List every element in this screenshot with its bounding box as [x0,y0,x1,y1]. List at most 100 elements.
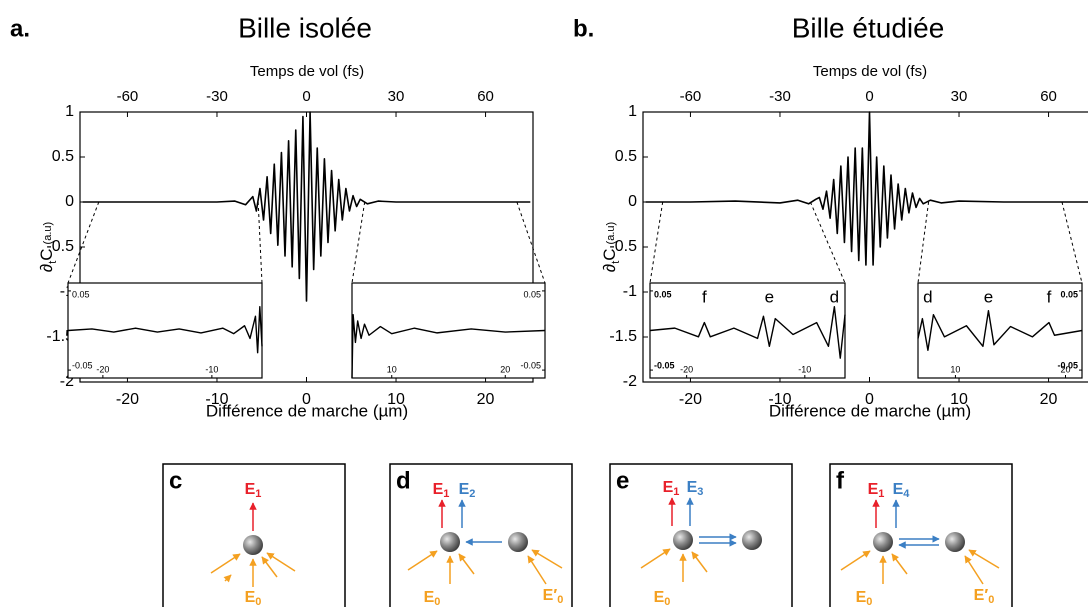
y-axis-label-part: (a.u) [42,222,54,245]
inset-x-tick-label: 20 [500,364,510,374]
panel-label: a. [10,15,30,42]
field-label-sub: 0 [664,596,670,607]
x-axis-label: Différence de marche (µm) [769,401,971,420]
zoom-guide [809,201,846,284]
field-label: E1 [433,481,450,500]
y-tick-label: 1 [65,103,74,120]
field-label-sub: 0 [557,594,563,606]
field-label-main: E [433,481,444,498]
diagram-frame [389,463,573,607]
field-label: E1 [868,481,885,500]
y-axis-label: ∂tC (a.u) [600,222,621,272]
field-label: E0 [424,589,441,607]
field-label-sub: 4 [903,488,910,500]
y-axis-label-part: (a.u) [605,222,617,245]
field-label-main: E [459,481,470,498]
inset-y-tick-label: 0.05 [654,289,672,299]
incident-arrow [458,553,475,575]
inset-annotation: f [1047,287,1052,306]
field-label: E0 [856,589,873,607]
x-tick-label: 0 [865,391,874,408]
x2-tick-label: 0 [302,88,310,105]
inset-annotation: e [765,287,774,306]
field-label-main: E′ [974,587,989,604]
incident-arrow [840,550,871,571]
field-label-sub: 0 [255,596,261,607]
zoom-guide [67,201,100,284]
x-tick-label: 10 [950,391,968,408]
y-axis-label-part: t [47,261,59,264]
y-tick-label: 0.5 [52,148,74,165]
x2-tick-label: 0 [865,88,873,105]
incident-arrow [527,555,547,585]
diagram-frame [609,463,793,607]
y-axis-label-part: ∂ [600,264,619,272]
y-tick-label: 1 [628,103,637,120]
inset-x-tick-label: -20 [680,364,693,374]
diagram-frame [162,463,346,607]
inset-x-tick-label: -10 [205,364,218,374]
field-label: E1 [663,479,680,498]
x2-axis-label: Temps de vol (fs) [813,63,927,80]
field-label-sub: 1 [443,488,449,500]
field-label: E3 [687,479,704,498]
zoom-guide [351,201,366,284]
inset-y-tick-label: -0.05 [520,360,541,370]
y-tick-label: 0 [628,193,637,210]
inset-line [67,306,263,354]
x2-tick-label: 60 [477,88,494,105]
field-label: E′0 [543,587,564,606]
chart-title: Bille isolée [238,12,372,43]
diagram-letter: d [396,467,411,494]
field-label-sub: 0 [988,594,994,606]
x-tick-label: -10 [768,391,791,408]
field-label: E0 [245,589,262,607]
inset-annotation: d [830,287,839,306]
x-axis-label: Différence de marche (µm) [206,401,408,420]
x-tick-label: -10 [205,391,228,408]
x-tick-label: 0 [302,391,311,408]
field-label: E4 [893,481,911,500]
incident-arrow [968,549,1000,569]
field-label: E0 [654,589,671,607]
field-label-sub: 1 [255,488,261,500]
inset-annotation: f [702,287,707,306]
panel-label: b. [573,15,594,42]
field-label-sub: 1 [878,488,884,500]
x2-tick-label: -30 [769,88,791,105]
data-line [645,111,1088,266]
field-label-main: E [654,589,665,606]
inset-x-tick-label: 20 [1060,364,1070,374]
y-tick-label: -2 [623,373,637,390]
field-label-sub: 0 [434,596,440,607]
y-tick-label: -1.5 [609,328,637,345]
incident-arrow [640,548,671,569]
inset-annotation: e [984,287,993,306]
sphere [945,532,965,552]
field-label: E1 [245,481,262,500]
sphere [508,532,528,552]
field-label-sub: 2 [469,488,475,500]
inset-x-tick-label: -10 [798,364,811,374]
x2-tick-label: -30 [206,88,228,105]
x-tick-label: 20 [477,391,495,408]
y-axis-label-part: C [37,248,56,260]
field-label: E2 [459,481,476,500]
y-axis-label-part: C [600,248,619,260]
inset-y-tick-label: 0.05 [72,289,90,299]
inset-y-tick-label: -0.05 [72,360,93,370]
x2-tick-label: 30 [951,88,968,105]
incident-arrow [531,549,563,569]
chart-title: Bille étudiée [792,12,945,43]
y-axis-label-part: t [610,261,622,264]
field-label-main: E [856,589,867,606]
field-label-main: E [245,589,256,606]
field-label-main: E [687,479,698,496]
data-line [82,111,531,302]
diagram-letter: c [169,467,182,494]
x2-axis-label: Temps de vol (fs) [250,63,364,80]
inset-line [917,310,1083,351]
diagram-letter: e [616,467,629,494]
